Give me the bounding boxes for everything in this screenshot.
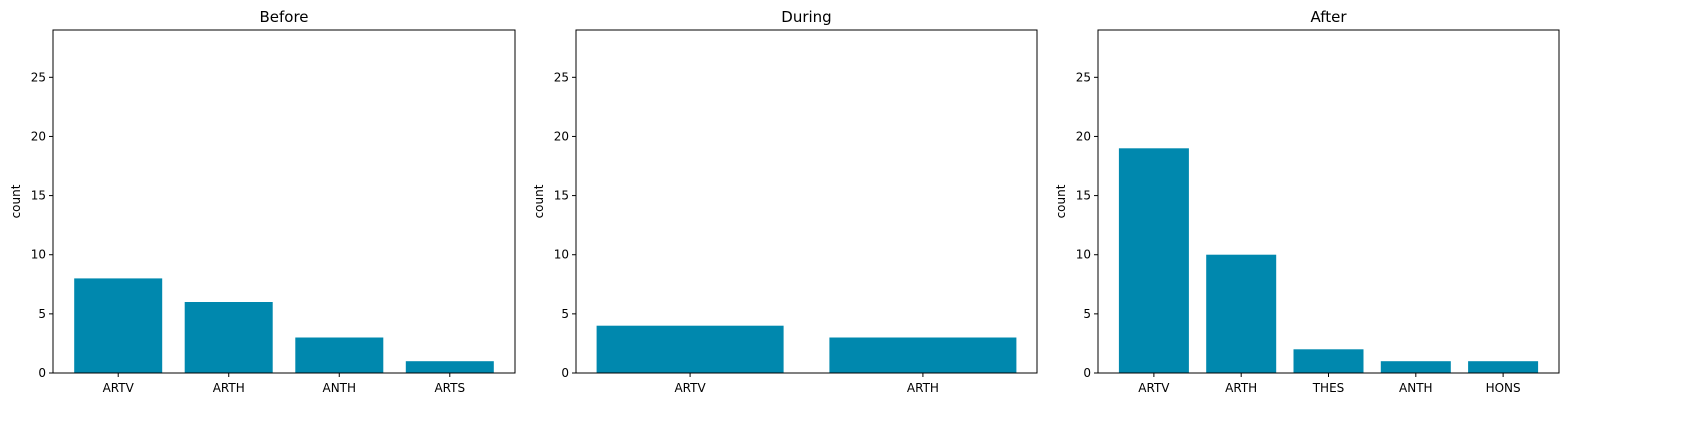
y-tick-label: 20 xyxy=(1076,129,1091,143)
x-tick-label: ARTS xyxy=(434,381,465,395)
y-tick-label: 10 xyxy=(1076,248,1091,262)
x-tick-label: ARTH xyxy=(907,381,939,395)
bar-artv xyxy=(1118,148,1189,373)
bar-artv xyxy=(74,278,163,373)
bar-hons xyxy=(1468,361,1539,373)
y-tick-label: 5 xyxy=(1083,307,1091,321)
x-tick-label: THES xyxy=(1312,381,1345,395)
bar-arth xyxy=(829,337,1017,373)
y-tick-label: 20 xyxy=(554,129,569,143)
y-tick-label: 20 xyxy=(31,129,46,143)
bar-anth xyxy=(295,337,384,373)
bar-artv xyxy=(596,325,784,373)
y-axis-label: count xyxy=(9,184,23,218)
subplot-1: 0 5 10 15 20 25 ARTV ARTH During count xyxy=(532,8,1038,395)
x-tick-label: ANTH xyxy=(1399,381,1433,395)
y-tick-label: 10 xyxy=(31,248,46,262)
x-tick-label: ARTV xyxy=(674,381,706,395)
y-axis-label: count xyxy=(1054,184,1068,218)
x-tick-label: ARTH xyxy=(213,381,245,395)
axes-frame xyxy=(52,29,516,374)
axes-frame xyxy=(575,29,1038,374)
x-tick-label: ANTH xyxy=(322,381,356,395)
x-tick-label: HONS xyxy=(1486,381,1521,395)
subplot-title: After xyxy=(1310,8,1347,26)
bar-thes xyxy=(1293,349,1364,373)
y-tick-label: 15 xyxy=(1076,189,1091,203)
y-tick-label: 15 xyxy=(31,189,46,203)
y-tick-label: 15 xyxy=(554,189,569,203)
y-tick-label: 5 xyxy=(561,307,569,321)
y-tick-label: 25 xyxy=(31,70,46,84)
x-tick-label: ARTV xyxy=(1138,381,1170,395)
subplot-title: During xyxy=(781,8,831,26)
x-tick-label: ARTV xyxy=(103,381,135,395)
bar-anth xyxy=(1380,361,1451,373)
x-tick-label: ARTH xyxy=(1225,381,1257,395)
y-tick-label: 0 xyxy=(38,366,46,380)
subplot-0: 0 5 10 15 20 25 ARTV ARTH ANTH ARTS Before count xyxy=(9,8,516,395)
subplot-2: 0 5 10 15 20 25 ARTV ARTH THES ANTH HONS After count xyxy=(1054,8,1560,395)
y-tick-label: 0 xyxy=(561,366,569,380)
y-tick-label: 5 xyxy=(38,307,46,321)
bar-arth xyxy=(184,302,273,373)
bar-arts xyxy=(405,361,494,373)
y-tick-label: 0 xyxy=(1083,366,1091,380)
y-tick-label: 10 xyxy=(554,248,569,262)
subplot-title: Before xyxy=(259,8,308,26)
bar-arth xyxy=(1206,254,1277,373)
y-axis-label: count xyxy=(532,184,546,218)
y-tick-label: 25 xyxy=(554,70,569,84)
y-tick-label: 25 xyxy=(1076,70,1091,84)
